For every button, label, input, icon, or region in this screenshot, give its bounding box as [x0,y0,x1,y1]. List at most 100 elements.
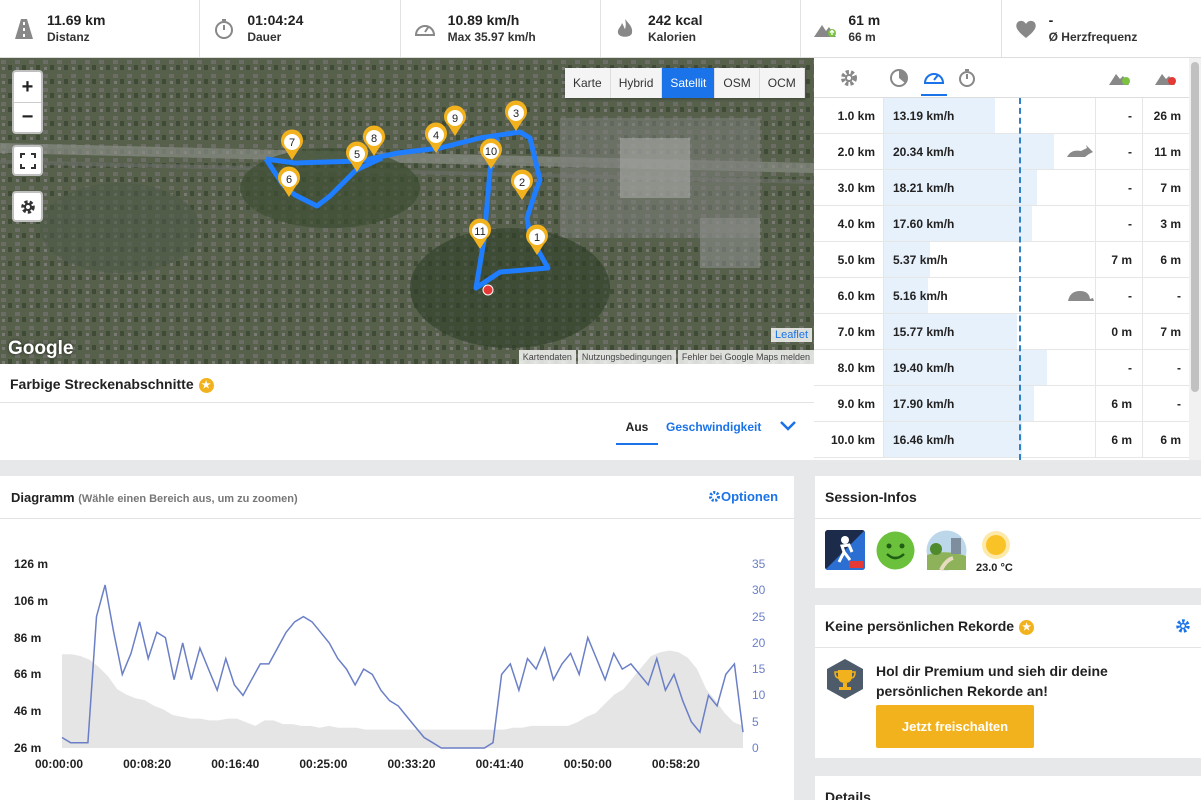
split-distance: 2.0 km [837,144,875,159]
split-row[interactable]: 6.0 km 5.16 km/h - - [814,278,1201,314]
map-footer: Kartendaten Nutzungsbedingungen Fehler b… [517,350,814,364]
stat-duration: 01:04:24 Dauer [200,0,401,57]
layer-hybrid[interactable]: Hybrid [610,68,663,98]
records-card: Keine persönlichen Rekorde ★ Hol dir Prem… [815,605,1201,758]
zoom-out-button[interactable]: − [14,102,41,132]
zoom-control: + − [12,70,43,134]
scrollbar-thumb[interactable] [1191,62,1199,392]
split-descent: 6 m [1160,432,1181,447]
stopwatch-icon [212,17,236,41]
premium-star-icon: ★ [198,377,214,393]
x-tick: 00:58:20 [651,757,700,771]
unlock-premium-button[interactable]: Jetzt freischalten [876,705,1034,748]
split-ascent: 6 m [1096,422,1143,457]
gear-icon[interactable] [1175,618,1191,634]
fullscreen-button[interactable] [12,145,43,176]
splits-scrollbar[interactable] [1189,58,1201,460]
split-speed-cell: 16.46 km/h [883,422,1096,457]
diagram-title: Diagramm (Wähle einen Bereich aus, um zu… [11,490,298,505]
x-tick: 00:08:20 [123,757,172,771]
x-tick: 00:33:20 [387,757,436,771]
map-data-link[interactable]: Kartendaten [518,350,576,364]
split-row[interactable]: 5.0 km 5.37 km/h 7 m 6 m [814,242,1201,278]
segments-speed-tab[interactable]: Geschwindigkeit [666,420,762,434]
speed-bar [884,278,928,313]
y-right-tick: 20 [752,635,766,650]
stat-value: 11.69 km [47,12,106,28]
speed-bar [884,206,1032,241]
split-row[interactable]: 3.0 km 18.21 km/h - 7 m [814,170,1201,206]
stat-heartrate: - Ø Herzfrequenz [1002,0,1201,57]
split-descent: 11 m [1154,144,1181,159]
layer-karte[interactable]: Karte [565,68,611,98]
map-settings-button[interactable] [12,191,43,222]
runtastic-pro-icon [825,530,865,570]
split-speed-cell: 15.77 km/h [883,314,1096,349]
speed-bar [884,98,995,133]
report-error-link[interactable]: Fehler bei Google Maps melden [677,350,814,364]
split-ascent: - [1096,350,1143,385]
split-row[interactable]: 7.0 km 15.77 km/h 0 m 7 m [814,314,1201,350]
stat-label: 66 m [848,30,876,44]
split-row[interactable]: 9.0 km 17.90 km/h 6 m - [814,386,1201,422]
split-ascent: - [1096,206,1143,241]
zoom-in-button[interactable]: + [21,75,34,98]
split-distance: 4.0 km [837,216,875,231]
speed-line [61,584,744,749]
options-button[interactable]: Optionen [708,489,778,506]
split-row[interactable]: 4.0 km 17.60 km/h - 3 m [814,206,1201,242]
elevation-area [62,650,743,748]
speed-bar [884,242,930,277]
stat-calories: 242 kcal Kalorien [601,0,802,57]
chevron-down-icon[interactable] [780,420,796,432]
y-right-tick: 5 [752,714,759,729]
split-speed: 5.37 km/h [893,253,948,267]
split-speed: 16.46 km/h [893,433,955,447]
diagram-hint: (Wähle einen Bereich aus, um zu zoomen) [78,493,298,505]
turtle-icon [1068,291,1094,301]
split-row[interactable]: 1.0 km 13.19 km/h - 26 m [814,98,1201,134]
trophy-icon [827,659,863,699]
segments-off-tab[interactable]: Aus [616,420,658,445]
split-distance: 5.0 km [837,252,875,267]
records-promo-text: Hol dir Premium und sieh dir deine persö… [876,661,1108,701]
layer-osm[interactable]: OSM [715,68,760,98]
time-icon[interactable] [957,68,977,88]
gear-icon [840,69,857,86]
split-speed: 15.77 km/h [893,325,955,339]
terms-link[interactable]: Nutzungsbedingungen [577,350,676,364]
splits-table: 1.0 km 13.19 km/h - 26 m 2.0 km 20.34 km/… [814,58,1201,460]
options-label: Optionen [721,489,779,504]
ascent-column-header [1096,58,1143,97]
split-speed-cell: 19.40 km/h [883,350,1096,385]
split-row[interactable]: 10.0 km 16.46 km/h 6 m 6 m [814,422,1201,458]
splits-rows: 1.0 km 13.19 km/h - 26 m 2.0 km 20.34 km/… [814,98,1201,458]
layer-ocm[interactable]: OCM [759,68,805,98]
leaflet-link[interactable]: Leaflet [770,328,812,342]
split-speed-cell: 17.90 km/h [883,386,1096,421]
speed-bar [884,134,1054,169]
stat-value: 61 m [848,12,881,28]
pace-icon[interactable] [889,68,909,88]
x-tick: 00:16:40 [211,757,260,771]
layer-satellit[interactable]: Satellit [662,68,716,98]
speed-tab[interactable] [921,60,947,96]
y-right-tick: 25 [752,609,766,624]
rabbit-icon [1067,145,1093,157]
split-distance: 10.0 km [830,432,875,447]
splits-settings-button[interactable] [814,58,883,97]
split-row[interactable]: 2.0 km 20.34 km/h - 11 m [814,134,1201,170]
elevation-speed-chart[interactable] [0,476,794,800]
divider [0,518,794,519]
records-promo-line1: Hol dir Premium und sieh dir deine [876,663,1108,679]
split-speed: 17.60 km/h [893,217,955,231]
heart-icon [1014,17,1038,41]
records-title: Keine persönlichen Rekorde ★ [825,618,1035,635]
records-promo-line2: persönlichen Rekorde an! [876,683,1048,699]
stat-value: 10.89 km/h [447,12,520,28]
split-row[interactable]: 8.0 km 19.40 km/h - - [814,350,1201,386]
split-descent: 3 m [1160,216,1181,231]
split-distance: 1.0 km [837,108,875,123]
